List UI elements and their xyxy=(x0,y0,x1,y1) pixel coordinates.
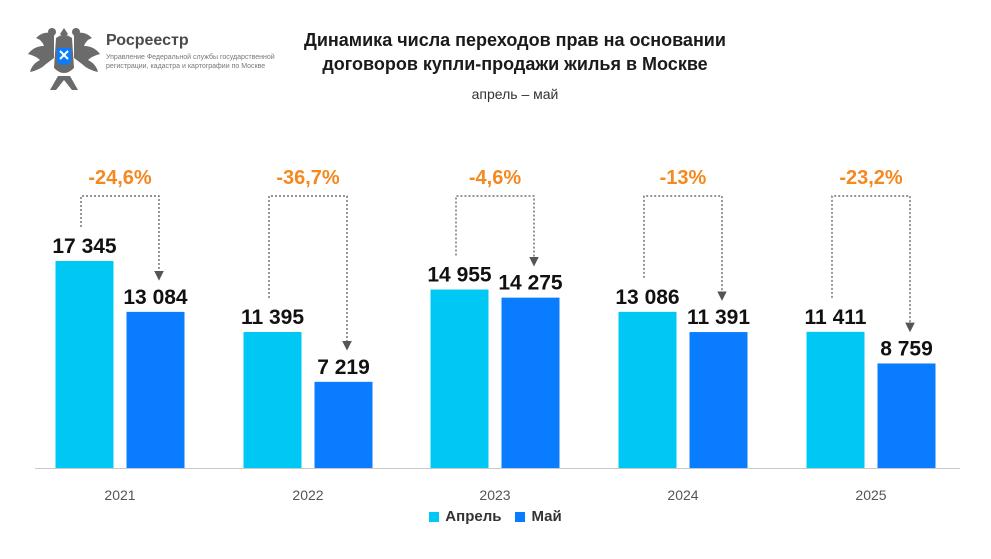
data-label-april-2025: 11 411 xyxy=(805,306,867,329)
legend-swatch-may xyxy=(515,511,526,522)
change-label-2024: -13% xyxy=(660,167,707,189)
change-connector-2025 xyxy=(831,195,915,333)
change-label-2023: -4,6% xyxy=(469,167,521,189)
org-name: Росреестр xyxy=(106,32,189,49)
legend-label-april: Апрель xyxy=(445,508,502,525)
bar-april-2023 xyxy=(430,289,489,468)
legend-label-may: Май xyxy=(531,508,562,525)
org-subtitle: Управление Федеральной службы государств… xyxy=(106,54,275,70)
chart-subtitle: апрель – май xyxy=(471,86,559,102)
change-connector-2022 xyxy=(268,195,352,351)
data-label-may-2025: 8 759 xyxy=(880,337,933,360)
bar-may-2024 xyxy=(689,332,748,468)
bar-chart: 17 345 13 084 -24,6% 2021 11 395 7 219 -36,7% 2… xyxy=(35,167,960,500)
change-connector-2024 xyxy=(643,195,727,301)
x-tick-label-2022: 2022 xyxy=(292,487,323,500)
change-connector-2021 xyxy=(80,195,164,281)
bar-april-2022 xyxy=(243,332,302,468)
bar-april-2021 xyxy=(55,261,114,468)
data-label-may-2021: 13 084 xyxy=(123,286,188,309)
change-connector-2023 xyxy=(455,195,539,267)
logo: Росреестр Управление Федеральной службы … xyxy=(24,18,275,102)
change-label-2022: -36,7% xyxy=(276,167,340,189)
data-label-april-2024: 13 086 xyxy=(615,286,679,309)
data-label-april-2022: 11 395 xyxy=(241,306,304,329)
eagle-emblem-icon xyxy=(28,28,100,90)
x-tick-label-2023: 2023 xyxy=(479,487,510,500)
chart-legend: Апрель Май xyxy=(0,508,991,525)
data-label-april-2021: 17 345 xyxy=(52,235,117,258)
bar-april-2025 xyxy=(806,331,865,468)
data-label-may-2023: 14 275 xyxy=(498,272,563,295)
x-tick-label-2024: 2024 xyxy=(667,487,698,500)
x-tick-label-2021: 2021 xyxy=(104,487,135,500)
data-label-april-2023: 14 955 xyxy=(427,264,492,287)
change-label-2025: -23,2% xyxy=(839,167,903,189)
bar-may-2025 xyxy=(877,363,936,468)
data-label-may-2024: 11 391 xyxy=(687,306,750,329)
bar-may-2022 xyxy=(314,381,373,468)
x-tick-label-2025: 2025 xyxy=(855,487,886,500)
data-label-may-2022: 7 219 xyxy=(317,356,370,379)
chart-title: Динамика числа переходов прав на основан… xyxy=(304,30,726,74)
bar-may-2023 xyxy=(501,297,560,468)
legend-swatch-april xyxy=(429,511,440,522)
change-label-2021: -24,6% xyxy=(88,167,152,189)
bar-april-2024 xyxy=(618,311,677,468)
legend-item-may: Май xyxy=(515,508,562,525)
legend-item-april: Апрель xyxy=(429,508,501,525)
bar-may-2021 xyxy=(126,311,185,468)
